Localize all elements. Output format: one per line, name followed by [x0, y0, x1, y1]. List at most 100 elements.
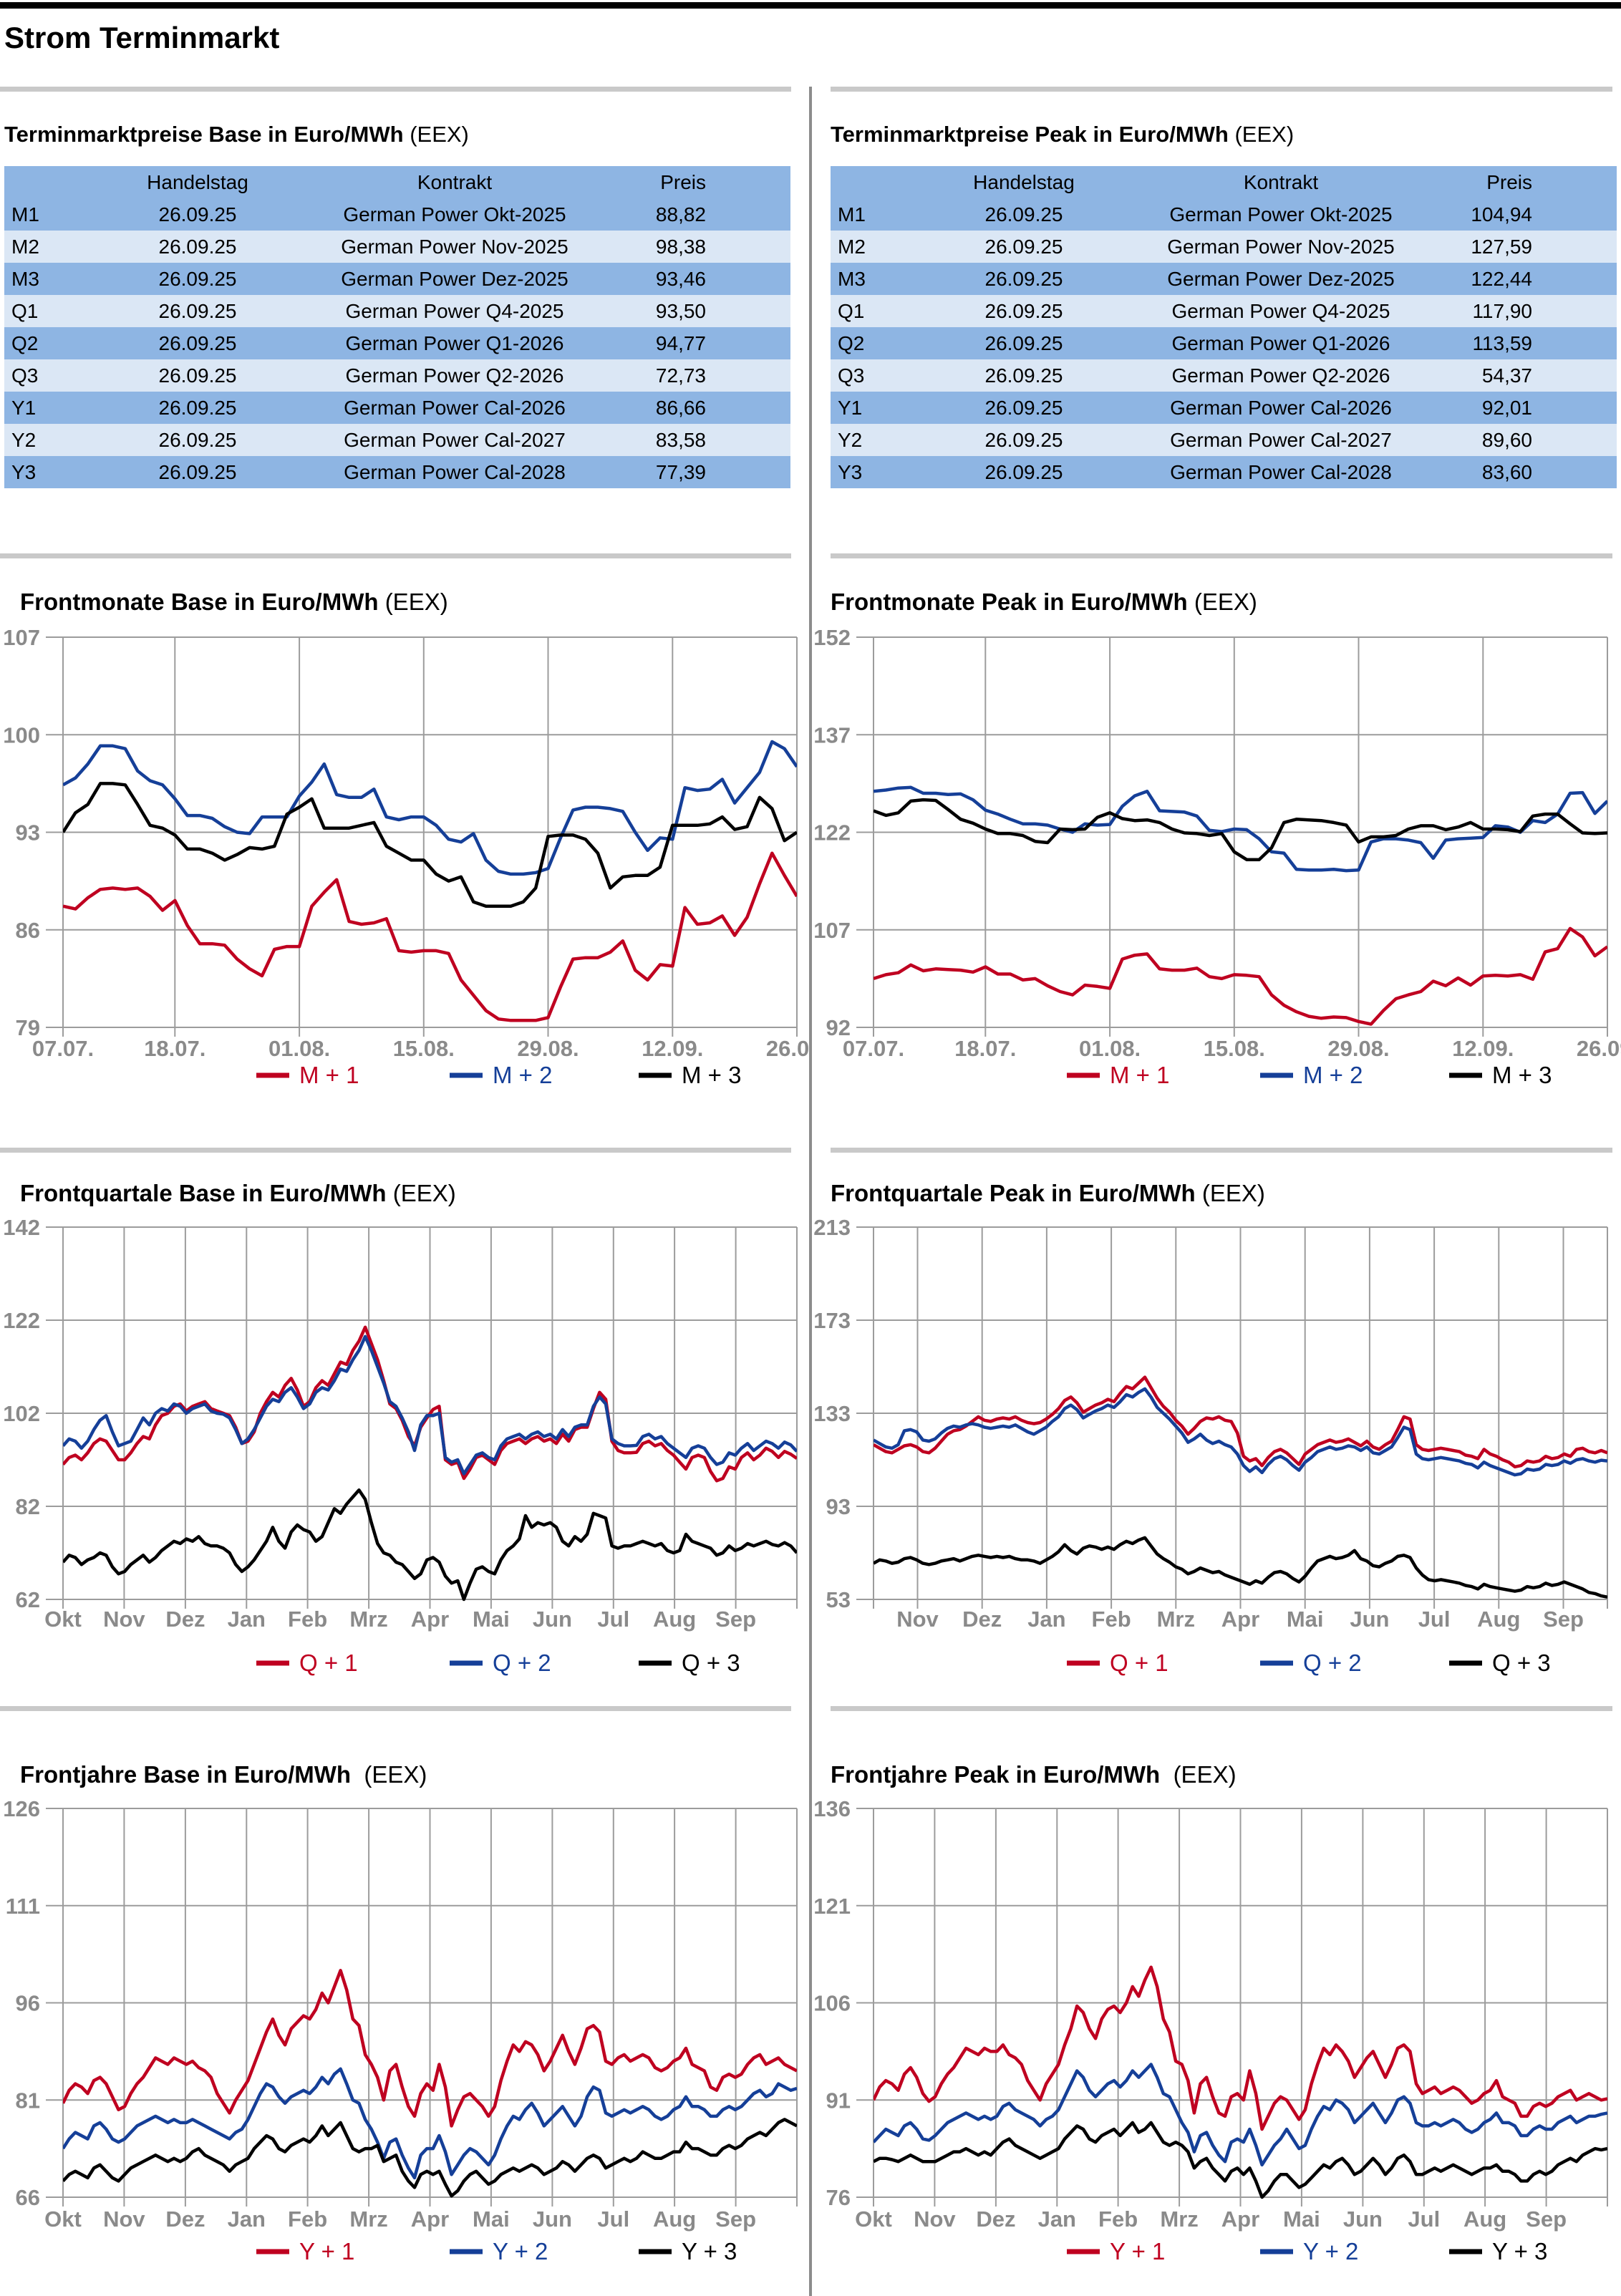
frontmonate-base-section: Frontmonate Base in Euro/MWh (EEX) 79 86 9… — [0, 553, 810, 1148]
table-row: Y3 26.09.25 German Power Cal-2028 77,39 — [4, 456, 790, 488]
col-header-spacer — [706, 166, 790, 198]
x-tick-label: 01.08. — [1079, 1036, 1141, 1061]
y-tick-label: 79 — [16, 1015, 40, 1040]
frontmonate-base-chart: 79 86 93 100 107 07.07. 18.07. 01.08. 15.08. 29.0… — [0, 621, 810, 1115]
chart-title-frontmonate-base: Frontmonate Base in Euro/MWh (EEX) — [20, 588, 448, 615]
x-tick-label: 18.07. — [954, 1036, 1016, 1061]
y-tick-label: 121 — [813, 1894, 851, 1919]
x-tick-label: Jun — [533, 1607, 572, 1632]
x-tick-label: Nov — [914, 2207, 956, 2232]
x-tick-label: Dez — [962, 1607, 1002, 1632]
series-line-M+1 — [874, 926, 1607, 1026]
col-header-preis: Preis — [660, 170, 706, 193]
chart-title-frontjahre-base: Frontjahre Base in Euro/MWh (EEX) — [20, 1761, 427, 1788]
y-tick-label: 86 — [16, 918, 40, 943]
table-title-base: Terminmarktpreise Base in Euro/MWh (EEX) — [4, 122, 810, 147]
x-tick-label: Mrz — [1160, 2207, 1198, 2232]
table-row: Q3 26.09.25 German Power Q2-2026 54,37 — [831, 359, 1617, 392]
table-row: Q2 26.09.25 German Power Q1-2026 113,59 — [831, 327, 1617, 359]
series-line-Q+3 — [63, 1488, 797, 1602]
legend-label: Q + 2 — [493, 1650, 551, 1676]
x-tick-label: Jan — [1027, 1607, 1065, 1632]
x-tick-label: Apr — [1221, 2207, 1259, 2232]
table-title-peak: Terminmarktpreise Peak in Euro/MWh (EEX) — [831, 122, 1621, 147]
y-tick-label: 106 — [813, 1991, 851, 2016]
frontjahre-peak-chart: 76 91 106 121 136 Okt Nov Dez Jan Feb Mrz Apr Mai Jun… — [810, 1794, 1621, 2285]
x-tick-label: Okt — [44, 2207, 82, 2232]
table-title-base-suffix: (EEX) — [410, 122, 469, 147]
x-tick-label: Nov — [103, 1607, 145, 1632]
col-header-kontrakt: Kontrakt — [1243, 170, 1319, 193]
y-tick-label: 133 — [813, 1401, 851, 1426]
x-tick-label: Aug — [653, 2207, 696, 2232]
series-line-Y+3 — [874, 2121, 1607, 2199]
x-tick-label: Mrz — [349, 2207, 387, 2232]
terminmarktpreise-peak-section: Terminmarktpreise Peak in Euro/MWh (EEX)… — [810, 87, 1621, 553]
col-header-handelstag: Handelstag — [147, 170, 248, 193]
column-divider-rule — [809, 87, 812, 2296]
series-line-Y+3 — [63, 2118, 797, 2198]
y-tick-label: 92 — [826, 1015, 851, 1040]
y-tick-label: 111 — [6, 1894, 40, 1919]
y-tick-label: 93 — [826, 1494, 851, 1519]
frontmonate-peak-section: Frontmonate Peak in Euro/MWh (EEX) 92 107… — [810, 553, 1621, 1148]
x-tick-label: Aug — [1463, 2207, 1506, 2232]
legend-label: M + 3 — [1492, 1062, 1552, 1088]
table-header-row: Handelstag Kontrakt Preis — [831, 166, 1617, 198]
table-row: M3 26.09.25 German Power Dez-2025 93,46 — [4, 263, 790, 295]
col-header-kontrakt: Kontrakt — [417, 170, 493, 193]
y-tick-label: 137 — [813, 722, 851, 747]
col-header-spacer — [1532, 166, 1617, 198]
section-rule — [0, 1706, 791, 1711]
x-tick-label: Jan — [228, 1607, 266, 1632]
legend-label: Y + 1 — [299, 2238, 354, 2264]
legend-label: Y + 3 — [682, 2238, 737, 2264]
legend-label: Q + 1 — [299, 1650, 358, 1676]
x-tick-label: 18.07. — [144, 1036, 205, 1061]
frontquartale-peak-section: Frontquartale Peak in Euro/MWh (EEX) 53 9… — [810, 1148, 1621, 1706]
series-line-Q+3 — [874, 1536, 1607, 1599]
x-tick-label: 29.08. — [1327, 1036, 1389, 1061]
y-tick-label: 173 — [813, 1308, 851, 1333]
x-tick-label: Jun — [533, 2207, 572, 2232]
x-tick-label: Apr — [1221, 1607, 1259, 1632]
y-tick-label: 93 — [16, 820, 40, 846]
frontquartale-base-chart: 62 82 102 122 142 Okt Nov Dez Jan Feb Mrz Apr Mai Jun… — [0, 1213, 810, 1682]
x-tick-label: Okt — [855, 2207, 892, 2232]
section-rule — [0, 1148, 791, 1153]
legend-label: Q + 2 — [1303, 1650, 1362, 1676]
x-tick-label: Jan — [1038, 2207, 1076, 2232]
y-tick-label: 82 — [16, 1494, 40, 1519]
page-header: Strom Terminmarkt — [0, 2, 1621, 87]
x-tick-label: Mai — [473, 1607, 510, 1632]
table-row: Y1 26.09.25 German Power Cal-2026 86,66 — [4, 392, 790, 424]
x-tick-label: Dez — [165, 1607, 205, 1632]
series-line-Y+2 — [63, 2067, 797, 2180]
series-line-Q+2 — [874, 1387, 1607, 1477]
series-line-Y+1 — [63, 1969, 797, 2128]
legend-label: Y + 2 — [493, 2238, 548, 2264]
x-tick-label: 26.09. — [1577, 1036, 1621, 1061]
table-row: M1 26.09.25 German Power Okt-2025 88,82 — [4, 198, 790, 231]
y-tick-label: 91 — [826, 2088, 851, 2113]
legend-label: Y + 2 — [1303, 2238, 1358, 2264]
y-tick-label: 122 — [3, 1308, 40, 1333]
x-tick-label: Jun — [1343, 2207, 1383, 2232]
frontjahre-base-section: Frontjahre Base in Euro/MWh (EEX) 66 81 96… — [0, 1706, 810, 2296]
y-tick-label: 62 — [16, 1587, 40, 1612]
legend-label: Q + 3 — [1492, 1650, 1551, 1676]
x-tick-label: Mai — [1287, 1607, 1324, 1632]
table-row: M3 26.09.25 German Power Dez-2025 122,44 — [831, 263, 1617, 295]
frontjahre-peak-section: Frontjahre Peak in Euro/MWh (EEX) 76 91 10… — [810, 1706, 1621, 2296]
x-tick-label: Dez — [165, 2207, 205, 2232]
table-row: Q1 26.09.25 German Power Q4-2025 93,50 — [4, 295, 790, 327]
legend-label: M + 2 — [493, 1062, 552, 1088]
report-grid: Terminmarktpreise Base in Euro/MWh (EEX)… — [0, 87, 1621, 2296]
peak-price-table: Handelstag Kontrakt Preis M1 26.09.25 Germ… — [831, 166, 1617, 488]
x-tick-label: Apr — [411, 2207, 449, 2232]
series-line-M+3 — [874, 798, 1607, 861]
series-line-Q+2 — [63, 1335, 797, 1476]
chart-title-frontmonate-peak: Frontmonate Peak in Euro/MWh (EEX) — [831, 588, 1257, 615]
table-row: Q1 26.09.25 German Power Q4-2025 117,90 — [831, 295, 1617, 327]
legend-label: M + 2 — [1303, 1062, 1363, 1088]
